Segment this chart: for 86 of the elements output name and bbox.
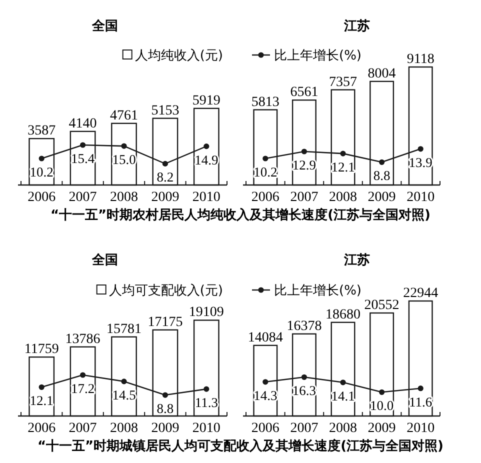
legend-label: 人均纯收入(元) [134,48,223,64]
data-label: 18680 [326,307,360,322]
data-label: 16.3 [292,383,316,398]
x-tick-label: 2007 [68,190,97,205]
point [301,374,307,380]
point [340,150,346,156]
data-label: 7357 [329,74,357,90]
point [262,379,268,385]
x-tick-label: 2006 [251,420,280,436]
point [379,159,385,165]
chart-title: 全国 [91,253,118,268]
x-tick-label: 2007 [290,190,318,205]
data-label: 17175 [148,314,183,330]
x-tick-label: 2008 [329,420,357,436]
data-label: 11759 [24,342,59,358]
x-tick-label: 2010 [192,420,220,436]
point [204,144,210,150]
point [121,378,127,384]
data-label: 12.1 [331,160,355,175]
data-label: 4761 [110,108,138,124]
point [121,143,127,149]
x-tick-label: 2007 [290,420,318,436]
point [418,386,424,392]
data-label: 15.0 [112,152,136,168]
data-label: 15781 [106,322,142,337]
data-label: 8.8 [373,168,390,184]
chart-title: 全国 [91,19,118,34]
x-tick-label: 2010 [192,190,220,205]
x-tick-label: 2010 [406,190,435,205]
data-label: 10.2 [30,164,54,180]
point [80,372,86,378]
legend-label: 人均可支配收入(元) [108,284,223,299]
x-tick-label: 2006 [251,190,280,205]
data-label: 22944 [403,286,438,301]
text: “十一五”时期城镇居民人均可支配收入及其增长速度(江苏与全国对照) [38,438,444,454]
chart-title: 江苏 [343,253,370,268]
data-label: 12.1 [30,393,54,408]
x-tick-label: 2007 [68,420,97,436]
data-label: 8.2 [156,170,174,185]
data-label: 5813 [251,94,280,110]
point [80,142,86,148]
data-label: 20552 [364,298,400,313]
data-label: 10.2 [254,164,278,180]
x-tick-label: 2008 [329,190,357,205]
data-label: 19109 [188,305,224,320]
data-label: 14.9 [194,152,218,168]
point [38,156,44,162]
point [204,386,210,392]
x-tick-label: 2006 [28,190,56,205]
data-label: 12.9 [292,157,316,172]
point [301,148,307,154]
data-label: 16378 [286,318,322,334]
data-label: 6561 [290,85,318,100]
data-label: 9118 [406,52,434,67]
data-label: 14084 [248,330,283,346]
data-label: 14.1 [331,388,355,404]
x-tick-label: 2009 [368,420,396,436]
x-tick-label: 2009 [151,420,180,436]
point [162,160,168,166]
point [379,389,385,395]
data-label: 17.2 [70,381,95,396]
data-label: 8004 [368,66,396,82]
x-tick-label: 2009 [368,190,396,205]
point [418,146,424,152]
chart-title: 江苏 [343,19,370,34]
point [38,384,44,390]
legend-label: 比上年增长(%) [274,284,362,299]
data-label: 14.5 [112,387,136,402]
legend-label: 比上年增长(%) [274,48,362,64]
point [262,156,268,162]
point [340,380,346,386]
data-label: 3587 [28,124,56,139]
x-tick-label: 2008 [110,190,138,205]
x-tick-label: 2010 [406,420,435,436]
point [162,392,168,398]
data-label: 8.8 [156,401,174,416]
data-label: 4140 [68,116,97,132]
data-label: 13786 [65,332,100,347]
x-tick-label: 2009 [151,190,180,205]
data-label: 11.3 [194,395,218,410]
data-label: 5919 [192,93,220,108]
data-label: 5153 [151,103,180,118]
x-tick-label: 2006 [28,420,56,436]
text: “十一五”时期农村居民人均纯收入及其增长速度(江苏与全国对照) [50,207,430,223]
x-tick-label: 2008 [110,420,138,436]
data-label: 15.4 [70,151,95,166]
